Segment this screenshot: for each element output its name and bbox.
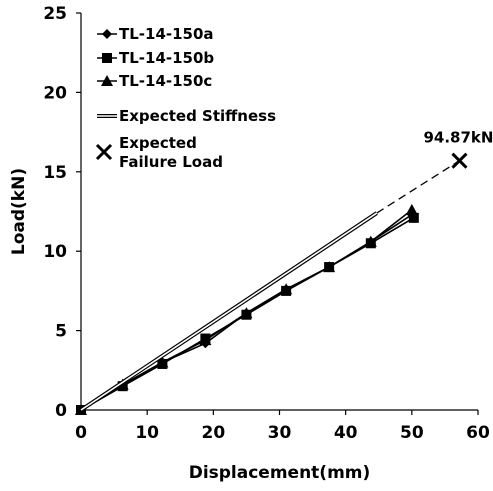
data-point: [156, 356, 169, 368]
x-tick-label: 0: [75, 423, 87, 443]
axes: [76, 12, 479, 415]
y-tick-label: 20: [43, 83, 67, 103]
series-layer: 94.87kN: [75, 129, 493, 415]
x-tick-label: 30: [268, 423, 292, 443]
x-tick-label: 20: [201, 423, 225, 443]
failure-load-marker: [451, 152, 468, 169]
legend-label: Expected: [119, 134, 197, 152]
data-point: [199, 334, 212, 346]
legend-entry: Expected Stiffness: [97, 107, 276, 125]
legend-entry: TL-14-150a: [97, 25, 214, 43]
data-point: [408, 212, 419, 223]
data-point: [364, 235, 377, 247]
legend-label: Failure Load: [119, 153, 223, 171]
legend-label: TL-14-150a: [119, 25, 214, 43]
legend-marker: [102, 53, 112, 63]
series-2: [75, 203, 418, 415]
legend-marker: [101, 75, 113, 86]
data-point: [405, 203, 418, 215]
expected-stiffness-line-inner: [80, 212, 378, 411]
legend-entry: TL-14-150c: [97, 72, 212, 90]
series-3: [79, 160, 460, 412]
x-tick-label: 40: [334, 423, 358, 443]
y-tick-label: 5: [55, 322, 67, 342]
data-point: [280, 283, 293, 295]
x-tick-label: 60: [466, 423, 490, 443]
y-axis-title: Load(kN): [9, 168, 29, 255]
y-tick-label: 15: [43, 163, 67, 183]
legend-label: TL-14-150b: [119, 49, 214, 67]
legend-entry: TL-14-150b: [97, 49, 214, 67]
legend-marker: [95, 143, 113, 161]
legend: TL-14-150a TL-14-150b TL-14-150c Expected S…: [95, 25, 276, 171]
tick-labels: 0 10 20 30 40 50 60 0 5 10 15 20 25: [43, 4, 490, 443]
y-tick-label: 10: [43, 242, 67, 262]
y-tick-label: 0: [55, 401, 67, 421]
failure-load-annotation: 94.87kN: [423, 129, 493, 147]
legend-label: Expected Stiffness: [119, 107, 276, 125]
y-tick-label: 25: [43, 4, 67, 24]
data-point: [240, 307, 253, 319]
x-tick-label: 10: [135, 423, 159, 443]
legend-label: TL-14-150c: [119, 72, 212, 90]
x-tick-label: 50: [400, 423, 424, 443]
expected-stiffness-extension: [376, 160, 460, 214]
series-4: 94.87kN: [423, 129, 493, 169]
x-axis-title: Displacement(mm): [189, 463, 371, 483]
legend-marker: [102, 29, 112, 39]
data-point: [323, 261, 336, 273]
